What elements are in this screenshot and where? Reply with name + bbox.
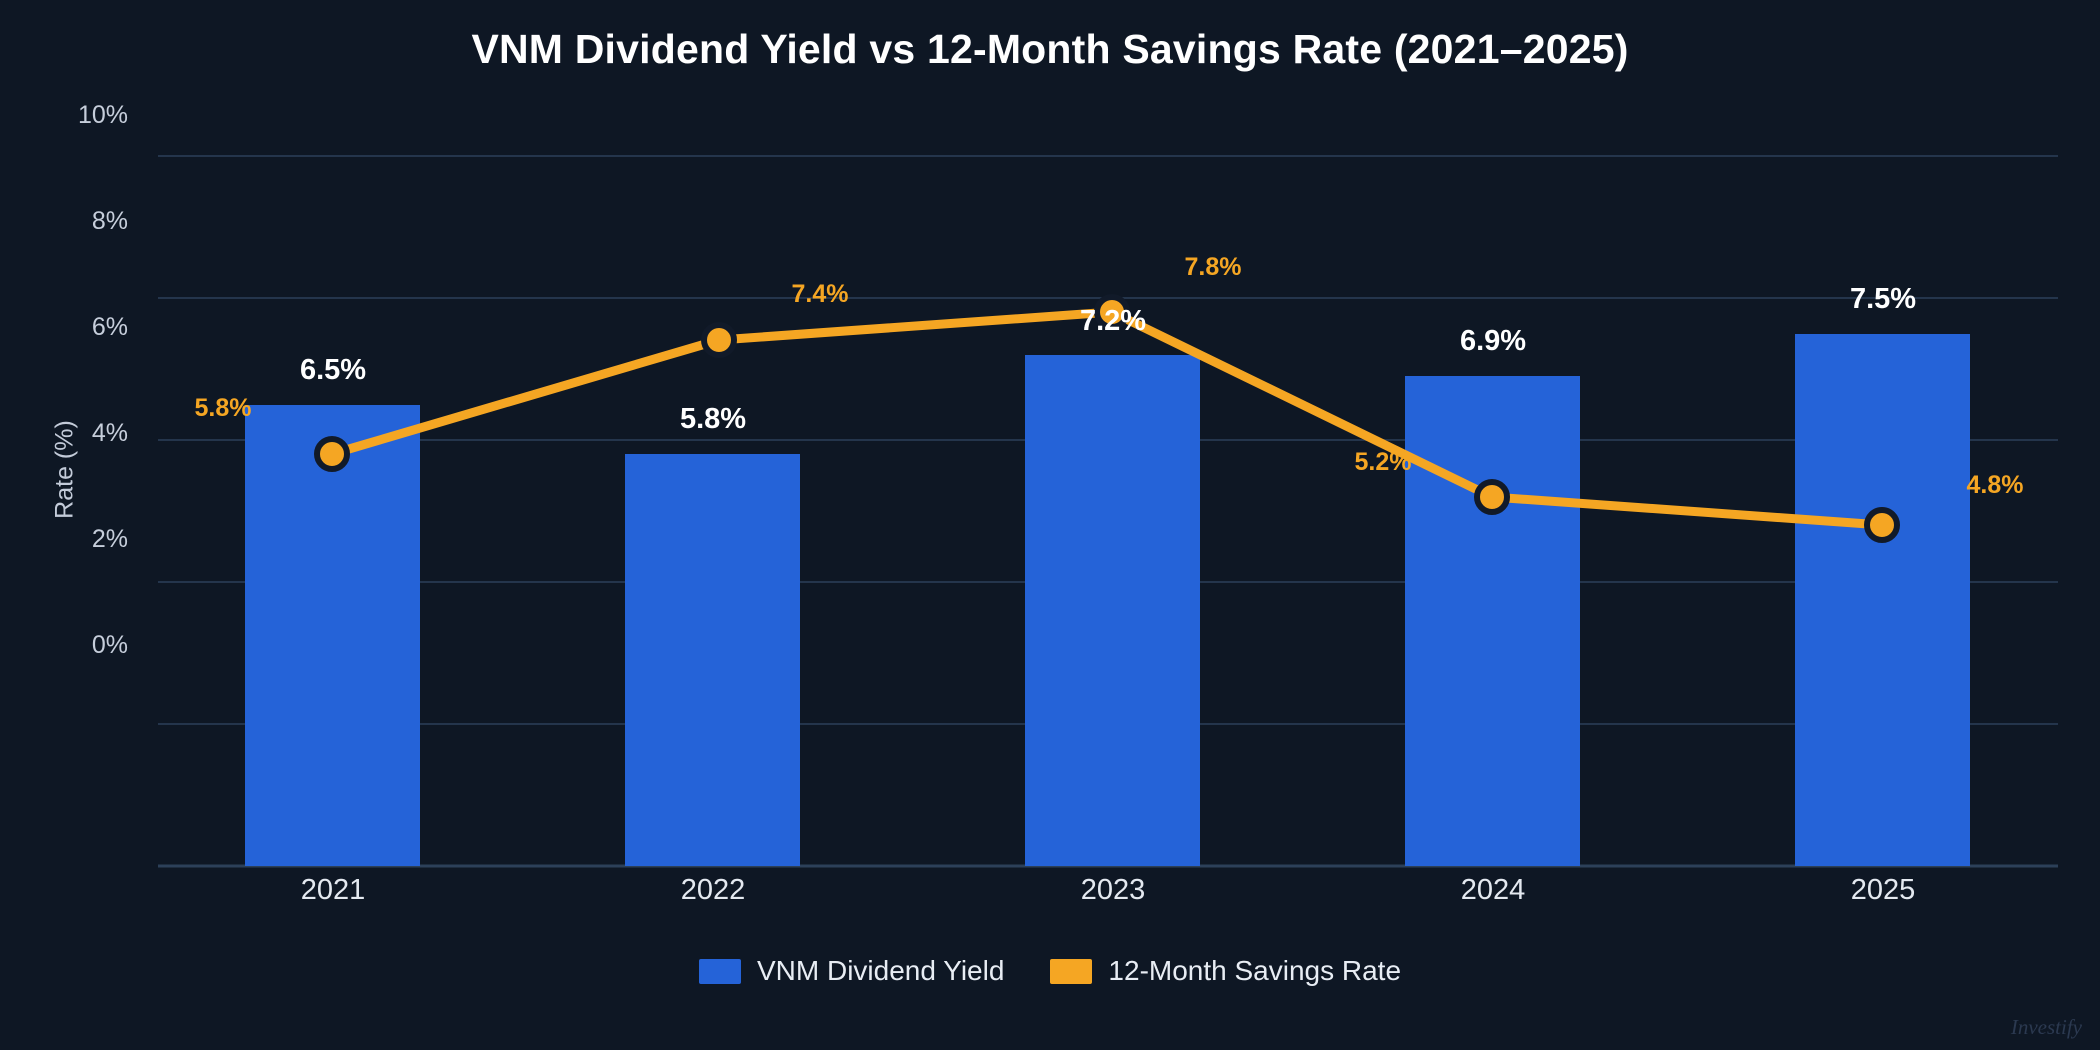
y-tick-0: 0% [91, 631, 128, 659]
legend-label-savings-rate: 12-Month Savings Rate [1108, 955, 1402, 986]
y-tick-6: 6% [91, 313, 128, 341]
bar-value-label-2021: 6.5% [299, 354, 367, 386]
bar-2021[interactable] [245, 405, 420, 866]
marker-2022[interactable] [701, 322, 737, 358]
bar-2024[interactable] [1405, 376, 1580, 866]
x-tick-2024: 2024 [1460, 874, 1526, 906]
line-value-label-2021: 5.8% [194, 394, 252, 422]
legend-swatch-icon-line [1050, 958, 1093, 984]
bar-2022[interactable] [625, 454, 800, 866]
line-value-label-2024: 5.2% [1354, 448, 1412, 476]
y-tick-8: 8% [91, 207, 128, 235]
legend-label-vnm-dividend-yield: VNM Dividend Yield [756, 955, 1005, 986]
watermark: Investify [2010, 1015, 2082, 1039]
y-tick-10: 10% [77, 101, 128, 129]
chart-legend: VNM Dividend Yield 12-Month Savings Rate [0, 955, 2100, 987]
x-tick-2025: 2025 [1850, 874, 1916, 906]
line-markers [314, 294, 1900, 543]
bar-value-label-2023: 7.2% [1079, 305, 1147, 337]
marker-2025[interactable] [1864, 507, 1900, 543]
bar-value-label-2024: 6.9% [1459, 325, 1527, 357]
line-value-label-2023: 7.8% [1184, 253, 1242, 281]
line-series-savings-rate [314, 294, 1900, 543]
bar-value-label-2022: 5.8% [679, 403, 747, 435]
x-tick-2023: 2023 [1080, 874, 1146, 906]
bar-2023[interactable] [1025, 355, 1200, 866]
marker-2023[interactable] [1094, 294, 1130, 330]
legend-item-vnm-dividend-yield[interactable]: VNM Dividend Yield [698, 955, 1005, 987]
x-tick-2021: 2021 [300, 874, 366, 906]
bar-series-vnm-dividend-yield [245, 334, 1970, 866]
y-tick-2: 2% [91, 525, 128, 553]
chart-title: VNM Dividend Yield vs 12-Month Savings R… [471, 26, 1629, 72]
bar-value-label-2025: 7.5% [1849, 283, 1917, 315]
marker-2021[interactable] [314, 436, 350, 472]
x-tick-2022: 2022 [680, 874, 746, 906]
y-tick-4: 4% [91, 419, 128, 447]
legend-item-savings-rate[interactable]: 12-Month Savings Rate [1050, 955, 1401, 987]
line-value-label-2025: 4.8% [1966, 471, 2024, 499]
legend-swatch-icon-bar [698, 958, 741, 984]
bar-2025[interactable] [1795, 334, 1970, 866]
line-value-label-2022: 7.4% [791, 280, 849, 308]
marker-2024[interactable] [1474, 479, 1510, 515]
